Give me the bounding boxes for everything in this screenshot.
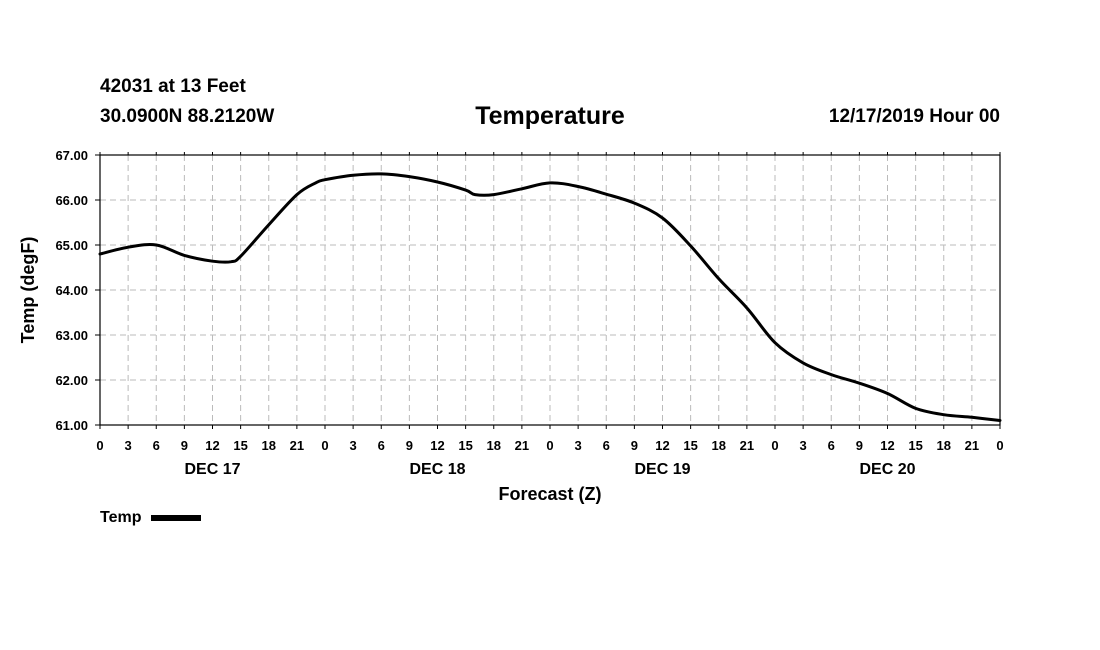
x-tick-label: 18 [262, 438, 276, 453]
x-tick-label: 3 [125, 438, 132, 453]
x-tick-label: 3 [800, 438, 807, 453]
x-tick-label: 15 [458, 438, 472, 453]
y-tick-label: 61.00 [55, 418, 88, 433]
day-label: DEC 19 [634, 461, 690, 478]
x-tick-label: 9 [406, 438, 413, 453]
legend-label: Temp [100, 509, 142, 526]
x-tick-label: 15 [233, 438, 247, 453]
x-tick-label: 15 [683, 438, 697, 453]
x-tick-label: 6 [153, 438, 160, 453]
x-tick-label: 3 [575, 438, 582, 453]
x-tick-label: 12 [655, 438, 669, 453]
x-tick-label: 12 [205, 438, 219, 453]
y-tick-label: 62.00 [55, 373, 88, 388]
x-tick-label: 21 [290, 438, 304, 453]
y-tick-label: 67.00 [55, 148, 88, 163]
axis-ticks [95, 152, 1001, 429]
coordinates-label: 30.0900N 88.2120W [100, 106, 275, 127]
y-tick-label: 66.00 [55, 193, 88, 208]
y-tick-label: 63.00 [55, 328, 88, 343]
x-tick-label: 9 [631, 438, 638, 453]
x-tick-label: 21 [740, 438, 754, 453]
x-tick-label: 0 [321, 438, 328, 453]
x-tick-label: 0 [996, 438, 1003, 453]
y-axis-title: Temp (degF) [18, 237, 38, 344]
chart-title: Temperature [475, 102, 625, 130]
x-tick-label: 9 [181, 438, 188, 453]
station-label: 42031 at 13 Feet [100, 76, 246, 97]
day-labels: DEC 17 DEC 18 DEC 19 DEC 20 [184, 461, 915, 478]
y-tick-label: 65.00 [55, 238, 88, 253]
x-tick-label: 9 [856, 438, 863, 453]
x-tick-label: 18 [712, 438, 726, 453]
x-tick-label: 21 [515, 438, 529, 453]
x-tick-label: 6 [378, 438, 385, 453]
x-tick-label: 3 [350, 438, 357, 453]
day-label: DEC 17 [184, 461, 240, 478]
x-axis-title: Forecast (Z) [498, 484, 601, 504]
x-tick-label: 6 [828, 438, 835, 453]
x-tick-label: 15 [908, 438, 922, 453]
x-tick-labels: 0 3 6 9 12 15 18 21 0 3 6 9 12 15 18 21 0 3 6 9 12 15 18 21 0 3 6 9… [96, 438, 1003, 453]
temp-series-line [98, 172, 1002, 422]
x-tick-label: 0 [96, 438, 103, 453]
x-tick-label: 18 [487, 438, 501, 453]
legend-swatch-temp [151, 515, 202, 521]
y-tick-label: 64.00 [55, 283, 88, 298]
x-tick-label: 0 [546, 438, 553, 453]
legend: Temp [100, 509, 202, 527]
x-tick-label: 12 [430, 438, 444, 453]
x-tick-label: 6 [603, 438, 610, 453]
x-tick-label: 21 [965, 438, 979, 453]
x-tick-label: 0 [771, 438, 778, 453]
x-tick-label: 12 [880, 438, 894, 453]
x-tick-label: 18 [937, 438, 951, 453]
day-label: DEC 18 [409, 461, 465, 478]
y-tick-labels: 61.00 62.00 63.00 64.00 65.00 66.00 67.00 [55, 148, 88, 433]
day-label: DEC 20 [859, 461, 915, 478]
forecast-date-label: 12/17/2019 Hour 00 [828, 106, 1000, 127]
